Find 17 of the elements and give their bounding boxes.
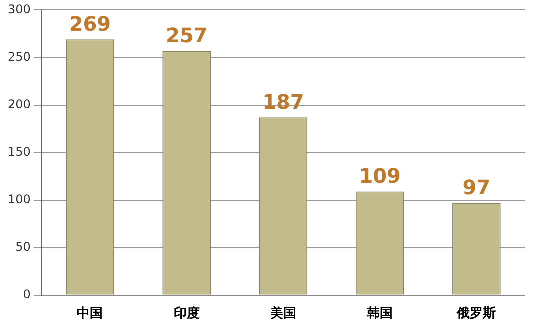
x-tick-label: 俄罗斯	[456, 306, 496, 322]
data-label: 109	[359, 164, 401, 188]
y-tick-label: 200	[8, 97, 31, 112]
y-tick-label: 100	[8, 192, 31, 206]
y-tick-label: 300	[8, 2, 31, 16]
y-tick-label: 50	[16, 240, 31, 254]
data-label: 257	[166, 23, 208, 48]
y-tick-label: 150	[8, 144, 31, 159]
data-label: 269	[69, 12, 112, 36]
y-tick-label: 250	[8, 50, 31, 64]
y-tick-label: 0	[23, 288, 31, 302]
x-tick-label: 韩国	[366, 306, 394, 322]
x-tick-label: 印度	[174, 306, 200, 322]
x-tick-label: 美国	[269, 306, 296, 322]
data-label: 187	[262, 90, 304, 114]
data-label: 97	[462, 175, 491, 200]
x-tick-label: 中国	[77, 306, 104, 322]
